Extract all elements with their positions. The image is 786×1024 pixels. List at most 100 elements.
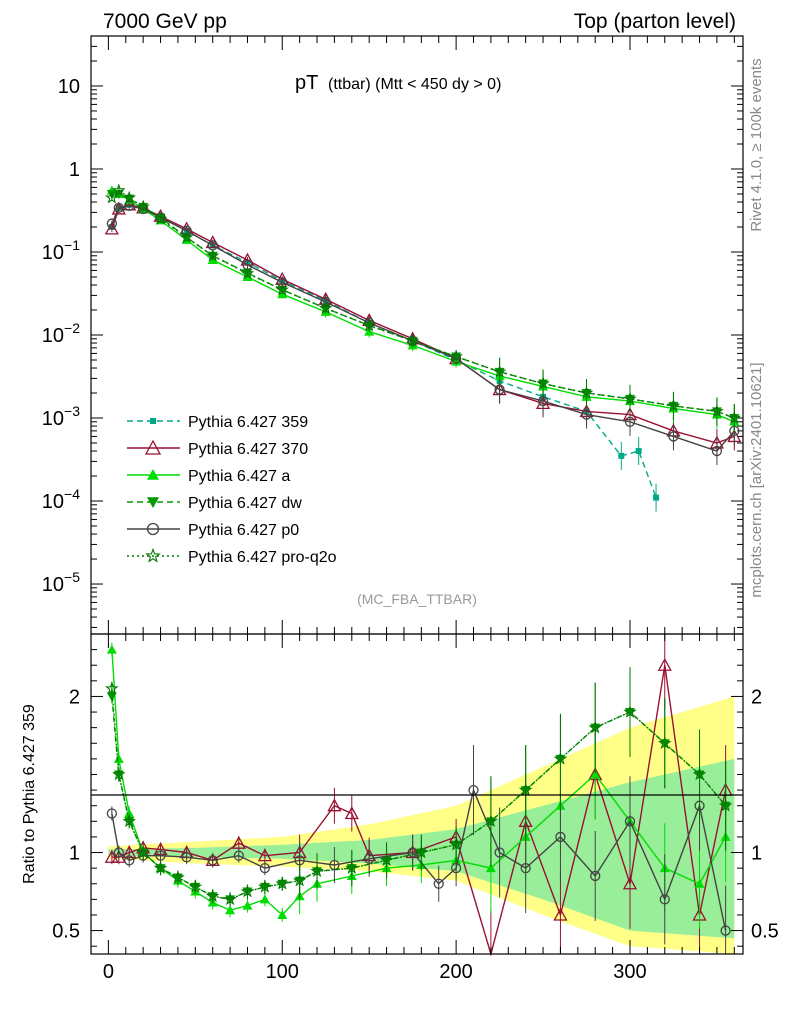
plot-title-main: pT bbox=[295, 72, 318, 94]
data-point bbox=[579, 385, 594, 399]
data-point bbox=[112, 183, 126, 197]
ratio-point bbox=[623, 704, 637, 718]
ratio-point bbox=[659, 894, 670, 905]
ratio-point bbox=[553, 751, 568, 765]
ratio-point bbox=[692, 767, 707, 781]
ratio-point bbox=[720, 925, 731, 936]
ratio-line bbox=[111, 688, 727, 901]
data-point bbox=[618, 452, 625, 459]
data-point bbox=[449, 349, 463, 363]
ratio-point bbox=[104, 849, 119, 863]
ratio-point bbox=[153, 860, 168, 874]
ratio-point bbox=[257, 848, 272, 862]
x-tick-label: 300 bbox=[613, 961, 646, 983]
ratio-y-tick-label-right: 0.5 bbox=[751, 921, 779, 943]
data-point bbox=[492, 364, 507, 378]
ratio-point bbox=[657, 657, 672, 671]
data-point bbox=[205, 248, 220, 262]
data-point bbox=[635, 448, 642, 455]
ratio-point bbox=[259, 862, 271, 874]
ratio-point bbox=[407, 847, 418, 858]
legend-marker bbox=[145, 547, 161, 563]
data-point bbox=[275, 282, 290, 296]
y-tick-label: 1 bbox=[69, 159, 80, 181]
ratio-point bbox=[106, 644, 117, 654]
series-line bbox=[111, 189, 735, 423]
legend-label: Pythia 6.427 p0 bbox=[188, 522, 299, 539]
ratio-point bbox=[379, 853, 394, 867]
mcplots-label: mcplots.cern.ch [arXiv:2401.10621] bbox=[748, 362, 765, 597]
x-tick-label: 100 bbox=[266, 961, 299, 983]
plot-title-sub: (ttbar) (Mtt < 450 dy > 0) bbox=[328, 76, 501, 93]
ratio-y-tick-label-right: 1 bbox=[751, 843, 762, 865]
data-point bbox=[581, 409, 592, 420]
y-tick-label: 10−1 bbox=[42, 237, 80, 264]
ratio-point bbox=[136, 845, 150, 859]
legend-label: Pythia 6.427 pro-q2o bbox=[188, 549, 337, 566]
legend-marker bbox=[144, 439, 162, 455]
y-tick-label: 10 bbox=[58, 76, 80, 98]
series-line bbox=[111, 193, 735, 419]
ratio-point bbox=[718, 798, 733, 812]
ratio-point bbox=[433, 878, 444, 889]
ratio-point bbox=[259, 894, 270, 904]
ratio-point bbox=[520, 862, 531, 874]
ratio-point bbox=[258, 879, 272, 893]
legend-label: Pythia 6.427 a bbox=[188, 468, 290, 485]
data-point bbox=[405, 333, 420, 347]
ratio-point bbox=[171, 870, 185, 884]
ratio-point bbox=[122, 814, 137, 828]
ratio-point bbox=[694, 878, 705, 888]
ratio-point bbox=[240, 884, 255, 898]
ratio-point bbox=[205, 889, 220, 903]
ratio-y-tick-label: 0.5 bbox=[52, 921, 80, 943]
legend-label: Pythia 6.427 370 bbox=[188, 441, 308, 458]
ratio-point bbox=[124, 855, 135, 866]
legend-marker bbox=[147, 497, 159, 508]
ratio-y-ticks: 0.5 0.5 1 1 2 2 bbox=[52, 633, 779, 947]
data-point bbox=[653, 494, 660, 501]
legend: Pythia 6.427 359 Pythia 6.427 370 Pythia 6… bbox=[127, 414, 337, 566]
ratio-point bbox=[106, 808, 118, 819]
y-tick-label: 10−4 bbox=[42, 486, 80, 513]
ratio-point bbox=[494, 847, 505, 858]
ratio-point bbox=[292, 873, 307, 887]
ratio-point bbox=[112, 767, 126, 781]
ratio-y-tick-label: 1 bbox=[69, 843, 80, 865]
data-point bbox=[711, 445, 723, 457]
ratio-point bbox=[225, 905, 236, 915]
ratio-point bbox=[113, 753, 124, 763]
ratio-point bbox=[181, 852, 192, 863]
ratio-frame bbox=[90, 633, 744, 955]
ratio-point bbox=[155, 850, 166, 861]
ratio-line bbox=[111, 787, 727, 931]
data-point bbox=[727, 410, 742, 424]
ratio-y-tick-label: 2 bbox=[69, 686, 80, 708]
data-point bbox=[623, 391, 637, 405]
data-point bbox=[536, 376, 550, 390]
ratio-panel: 0.5 0.5 1 1 2 2 0 100 200 300 Ratio to Pythia 6.… bbox=[21, 633, 779, 983]
ratio-point bbox=[105, 681, 119, 695]
legend-marker bbox=[147, 469, 159, 480]
y-tick-label: 10−5 bbox=[42, 569, 80, 596]
ratio-point bbox=[277, 909, 288, 919]
data-point bbox=[668, 431, 679, 442]
data-point bbox=[240, 266, 255, 280]
ratio-point bbox=[364, 853, 375, 864]
data-point bbox=[153, 211, 168, 225]
data-point bbox=[106, 218, 118, 229]
ratio-point bbox=[327, 798, 342, 812]
ratio-y-tick-label-right: 2 bbox=[751, 686, 762, 708]
ratio-point bbox=[223, 892, 237, 906]
main-frame bbox=[90, 35, 744, 635]
data-point bbox=[105, 190, 119, 204]
data-point bbox=[710, 404, 724, 418]
legend-marker bbox=[146, 522, 160, 536]
y-tick-label: 10−3 bbox=[42, 403, 80, 430]
uncertainty-bands bbox=[108, 696, 735, 954]
data-point bbox=[179, 230, 194, 244]
ratio-point bbox=[588, 720, 602, 734]
ratio-point bbox=[449, 837, 463, 851]
data-point bbox=[624, 416, 636, 427]
